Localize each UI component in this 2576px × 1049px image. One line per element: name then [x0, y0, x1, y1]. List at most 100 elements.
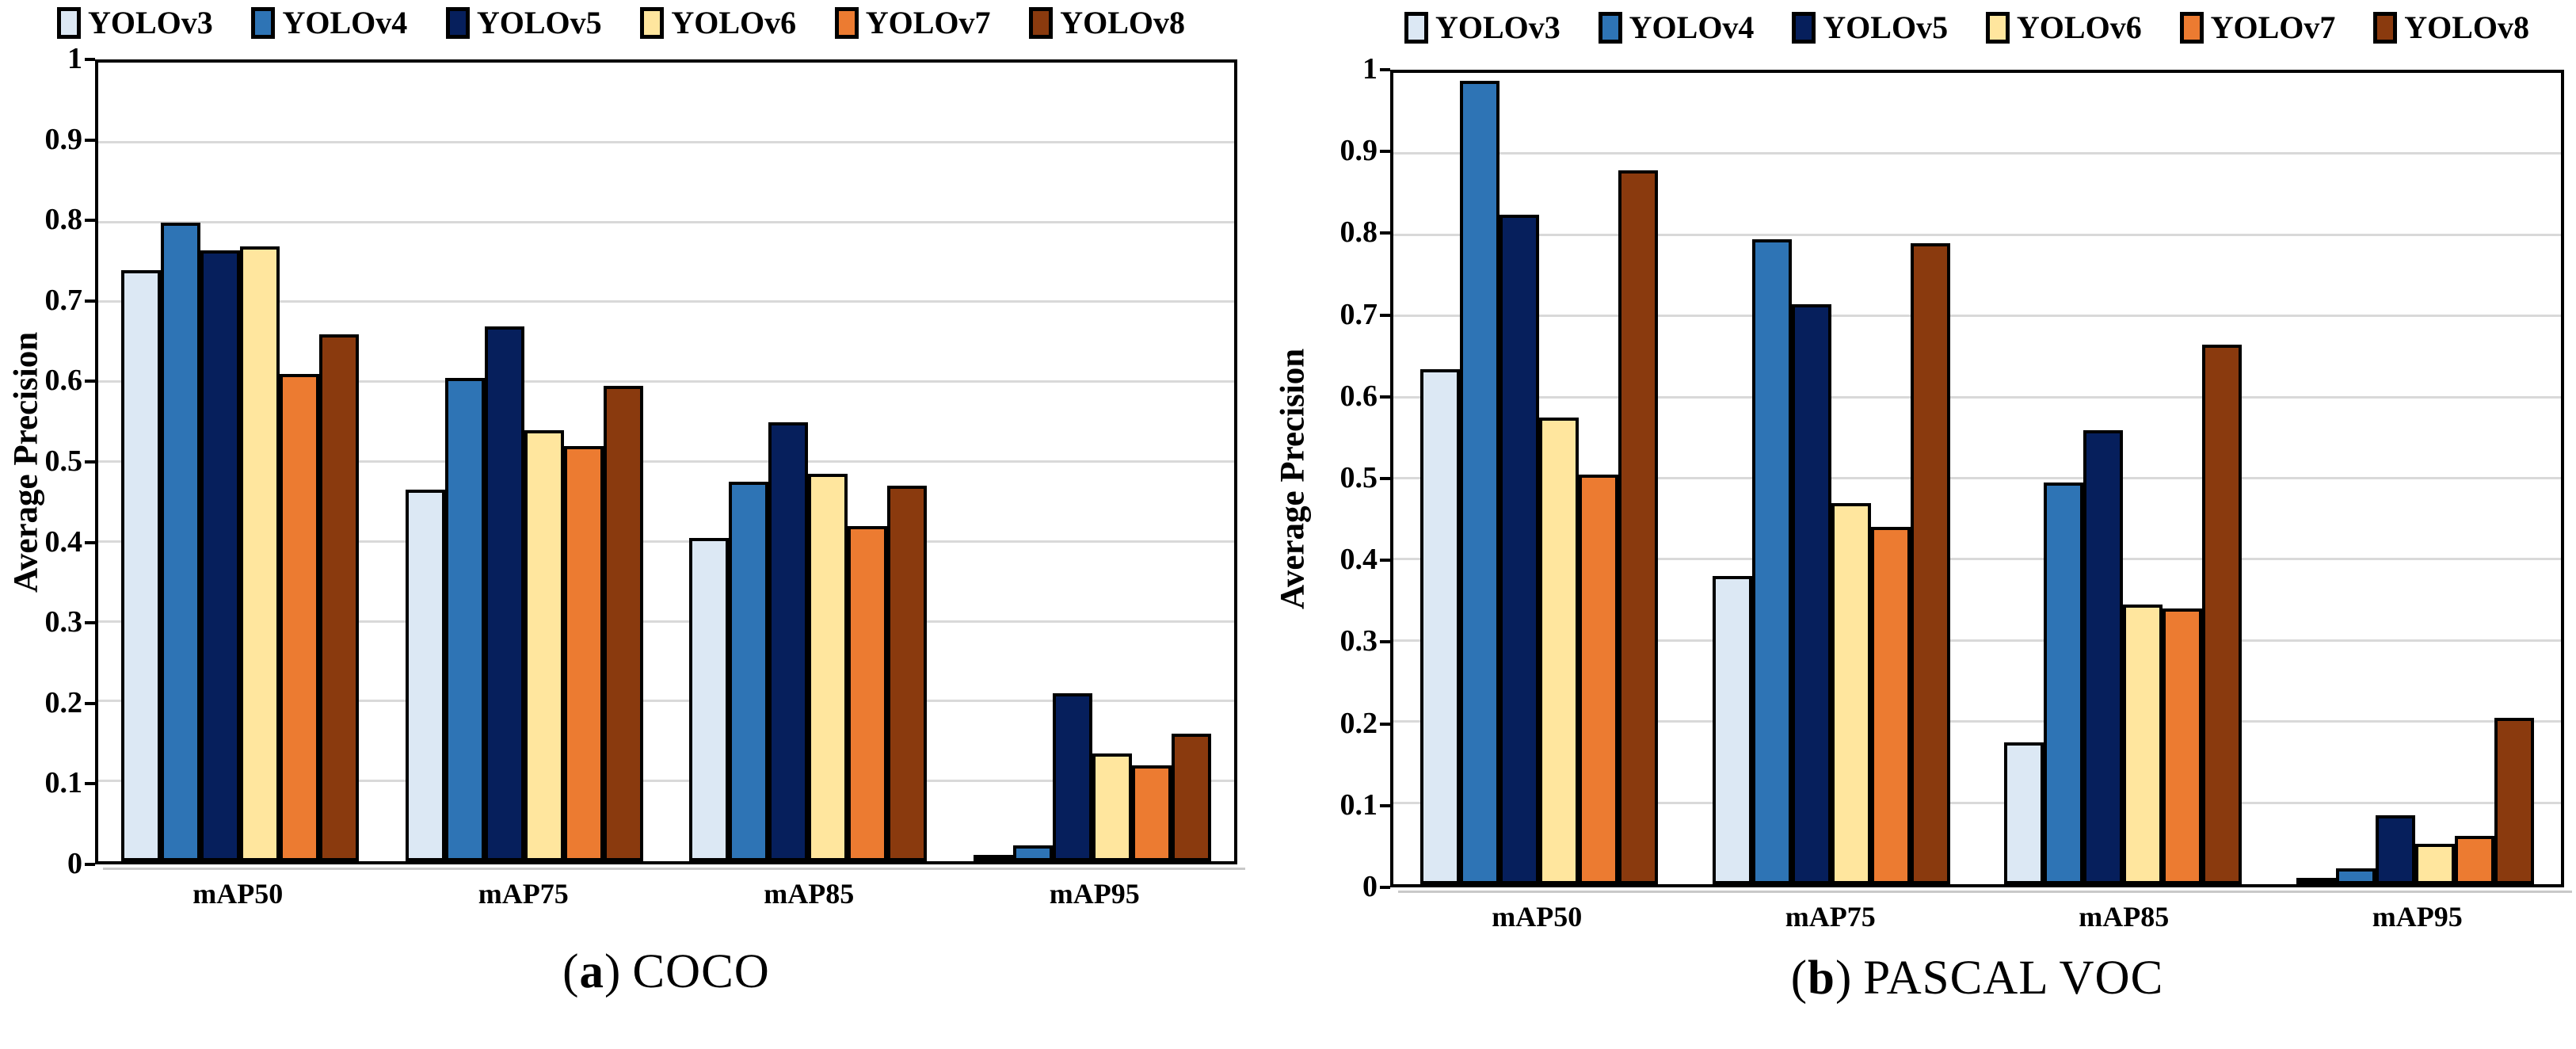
y-tick-label-1: 1: [67, 42, 82, 76]
caption-paren-open: (: [1790, 952, 1808, 1005]
legend-marker-yolov8: [2373, 12, 2398, 44]
legend-label: YOLOv8: [1060, 5, 1185, 40]
x-category-label-map50: mAP50: [1492, 901, 1583, 933]
bar-yolov8-map85: [887, 486, 928, 861]
gridline: [98, 780, 1234, 783]
y-tick-label-0: 0: [1362, 870, 1378, 904]
y-tick-mark: [85, 219, 95, 223]
y-tick-label-0.3: 0.3: [44, 605, 83, 639]
axis-shadow: [1398, 891, 2572, 893]
bar-yolov7-map75: [1870, 527, 1911, 884]
legend-item-yolov4: YOLOv4: [1598, 10, 1755, 46]
caption-marker: b: [1808, 952, 1835, 1005]
bar-yolov7-map85: [848, 525, 888, 861]
caption-paren-open: (: [562, 945, 580, 998]
caption-paren-close: ): [1835, 952, 1853, 1005]
legend-marker-yolov7: [2179, 12, 2204, 44]
gridline: [1393, 801, 2561, 804]
bar-group-map85: [666, 63, 951, 861]
legend-label: YOLOv8: [2404, 10, 2529, 45]
bar-group-map50: [1393, 73, 1686, 884]
legend-label: YOLOv4: [1629, 10, 1755, 45]
y-tick-mark: [85, 863, 95, 866]
bar-yolov5-map50: [200, 250, 241, 861]
y-tick-label-0.4: 0.4: [1339, 543, 1378, 577]
legend: YOLOv3 YOLOv4 YOLOv5 YOLOv6 YOLOv7 YOLOv8: [1404, 10, 2529, 46]
y-tick-mark: [85, 58, 95, 61]
y-tick-mark: [1380, 313, 1390, 317]
legend-label: YOLOv7: [865, 5, 991, 40]
gridline: [1393, 233, 2561, 236]
gridline: [1393, 477, 2561, 479]
bar-group-map75: [1686, 73, 1978, 884]
bar-yolov6-map75: [1831, 502, 1871, 884]
bar-yolov8-map75: [603, 386, 643, 861]
bar-yolov6-map95: [2414, 843, 2455, 884]
legend-label: YOLOv6: [2016, 10, 2142, 45]
legend-label: YOLOv3: [88, 5, 213, 40]
y-tick-mark: [1380, 395, 1390, 399]
y-tick-label-0.7: 0.7: [1339, 297, 1378, 331]
x-category-label-map50: mAP50: [192, 878, 284, 910]
y-tick-label-0.2: 0.2: [1339, 706, 1378, 740]
bar-yolov6-map85: [2123, 604, 2163, 884]
bar-yolov3-map50: [121, 270, 162, 861]
y-tick-mark: [1380, 559, 1390, 563]
bar-yolov5-map85: [2083, 429, 2124, 884]
bar-groups: [1393, 73, 2561, 884]
axis-shadow: [103, 868, 1245, 870]
bar-yolov8-map50: [319, 334, 360, 861]
caption-pascal-voc: (b) PASCAL VOC: [1390, 951, 2564, 1006]
legend-item-yolov7: YOLOv7: [2179, 10, 2336, 46]
legend-item-yolov6: YOLOv6: [640, 5, 796, 41]
bar-yolov4-map50: [1460, 81, 1500, 884]
y-tick-label-0.8: 0.8: [44, 203, 83, 237]
y-tick-label-0.8: 0.8: [1339, 216, 1378, 250]
y-tick-label-1: 1: [1362, 52, 1378, 86]
y-tick-mark: [85, 380, 95, 383]
y-tick-mark: [1380, 722, 1390, 726]
bar-group-map85: [1977, 73, 2269, 884]
legend-marker-yolov5: [445, 7, 470, 39]
y-tick-mark: [1380, 477, 1390, 480]
x-category-label-map85: mAP85: [2079, 901, 2170, 933]
y-tick-label-0.7: 0.7: [44, 284, 83, 318]
bar-yolov4-map95: [1012, 845, 1053, 861]
bar-yolov8-map95: [1171, 733, 1211, 861]
bar-yolov6-map50: [240, 246, 280, 861]
y-tick-mark: [85, 460, 95, 463]
y-tick-mark: [1380, 68, 1390, 71]
bar-yolov8-map95: [2494, 718, 2534, 884]
bar-yolov3-map75: [405, 490, 445, 861]
bar-yolov7-map50: [280, 374, 320, 861]
y-tick-mark: [1380, 231, 1390, 235]
gridline: [98, 220, 1234, 223]
caption-label: COCO: [632, 945, 770, 998]
y-tick-label-0.1: 0.1: [1339, 788, 1378, 822]
x-category-label-map75: mAP75: [1785, 901, 1876, 933]
gridline: [98, 380, 1234, 383]
gridline: [1393, 639, 2561, 642]
x-category-label-map95: mAP95: [2372, 901, 2463, 933]
legend-label: YOLOv7: [2210, 10, 2336, 45]
legend-item-yolov5: YOLOv5: [1792, 10, 1948, 46]
bar-yolov5-map50: [1499, 215, 1540, 884]
caption-marker: a: [579, 945, 604, 998]
caption-coco: (a) COCO: [95, 944, 1237, 1000]
y-tick-label-0.6: 0.6: [1339, 380, 1378, 414]
chart-panel-pascal-voc: YOLOv3 YOLOv4 YOLOv5 YOLOv6 YOLOv7 YOLOv8 Ave…: [1263, 0, 2576, 1049]
bar-group-map95: [2269, 73, 2562, 884]
y-tick-mark: [85, 299, 95, 303]
y-tick-label-0.9: 0.9: [44, 122, 83, 156]
legend-label: YOLOv4: [282, 5, 408, 40]
y-tick-mark: [1380, 803, 1390, 807]
bar-yolov4-map75: [1751, 238, 1792, 884]
legend-marker-yolov4: [1598, 12, 1622, 44]
legend-marker-yolov5: [1792, 12, 1816, 44]
bar-yolov5-map75: [1791, 303, 1831, 884]
bar-yolov3-map50: [1420, 368, 1461, 884]
y-tick-mark: [85, 540, 95, 544]
bar-yolov4-map75: [444, 378, 485, 861]
legend-item-yolov8: YOLOv8: [2373, 10, 2529, 46]
